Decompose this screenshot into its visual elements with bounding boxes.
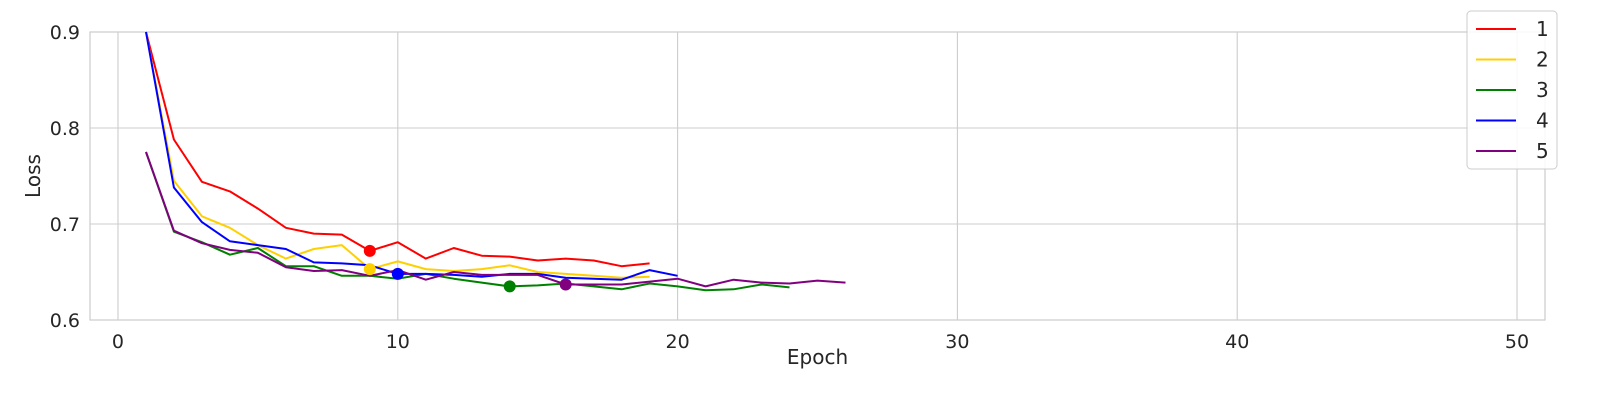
legend: 1 2 3 4 5 [1466, 10, 1558, 170]
best-epoch-markers [363, 244, 572, 293]
x-tick-label: 40 [1225, 331, 1249, 353]
legend-label-5: 5 [1536, 139, 1549, 163]
y-axis-label: Loss [21, 154, 45, 198]
y-tick-label: 0.8 [50, 118, 80, 140]
best-epoch-marker-4 [391, 267, 404, 280]
series-line-5 [145, 151, 846, 288]
y-tick-label: 0.9 [50, 22, 80, 44]
legend-label-4: 4 [1536, 109, 1549, 133]
x-tick-label: 10 [386, 331, 410, 353]
best-epoch-marker-2 [363, 263, 376, 276]
x-tick-label: 0 [112, 331, 124, 353]
legend-label-3: 3 [1536, 78, 1549, 102]
x-tick-label: 20 [666, 331, 690, 353]
x-tick-label: 50 [1505, 331, 1529, 353]
tick-labels: 0 10 20 30 40 50 0.6 0.7 0.8 0.9 [50, 22, 1529, 353]
legend-label-2: 2 [1536, 48, 1549, 72]
plot-frame [89, 31, 1546, 321]
best-epoch-marker-3 [503, 280, 516, 293]
legend-label-1: 1 [1536, 17, 1549, 41]
x-axis-label: Epoch [787, 345, 848, 369]
best-epoch-marker-5 [559, 278, 572, 291]
y-tick-label: 0.7 [50, 214, 80, 236]
series-line-1 [145, 31, 650, 268]
y-tick-label: 0.6 [50, 310, 80, 332]
best-epoch-marker-1 [363, 244, 376, 257]
series-lines [145, 31, 846, 292]
series-line-2 [145, 31, 650, 279]
x-tick-label: 30 [945, 331, 969, 353]
series-line-3 [145, 151, 790, 292]
